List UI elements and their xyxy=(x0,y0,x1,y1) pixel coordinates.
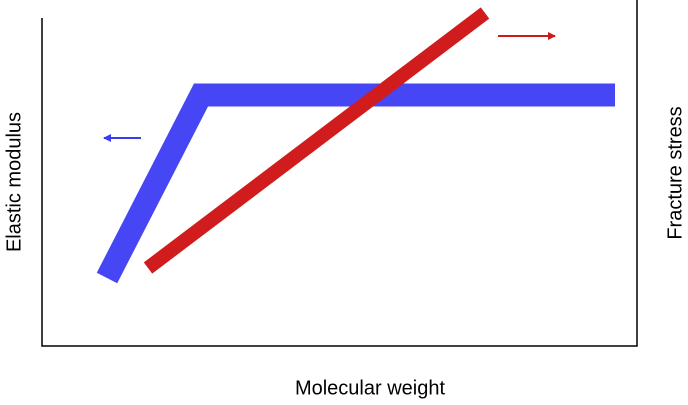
fracture-stress-curve xyxy=(143,7,490,274)
axes-frame xyxy=(41,0,638,347)
elastic-modulus-curve xyxy=(96,83,615,284)
y-axis-label: Elastic modulus xyxy=(3,112,25,252)
y2-axis-label: Fracture stress xyxy=(664,106,686,239)
x-axis-label: Molecular weight xyxy=(295,377,446,399)
